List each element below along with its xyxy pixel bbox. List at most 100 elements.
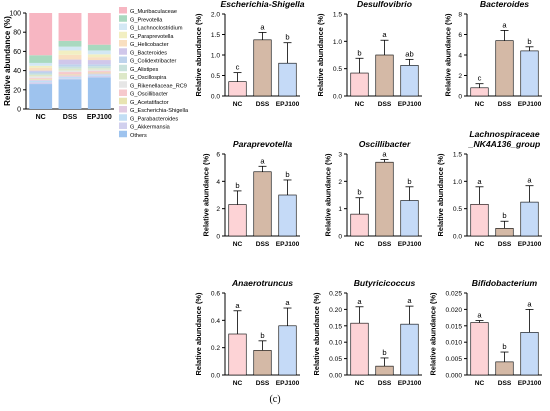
x-tick-label: NC — [36, 114, 46, 121]
y-tick-label: 20 — [13, 87, 21, 94]
bar — [400, 200, 419, 237]
legend-swatch — [119, 130, 127, 138]
x-tick-label: EPJ100 — [87, 114, 112, 121]
y-tick-label: 0.2 — [211, 345, 220, 352]
y-tick-label: 100 — [9, 11, 21, 18]
significance-letter: b — [285, 33, 289, 42]
stack-segment — [29, 62, 53, 66]
x-tick-label: DSS — [378, 380, 392, 387]
y-tick-label: 2 — [216, 206, 220, 213]
x-tick-label: EPJ100 — [276, 380, 300, 387]
stack-segment — [29, 80, 53, 83]
figure-label: (c) — [269, 394, 281, 405]
y-axis-title: Relative abundance (%) — [323, 153, 332, 236]
chart-title: Bacteroides — [480, 0, 529, 9]
y-tick-label: 0.20 — [329, 307, 342, 314]
stack-segment — [29, 67, 53, 71]
significance-letter: a — [527, 176, 532, 185]
stack-segment — [58, 78, 82, 80]
bar — [520, 201, 539, 237]
stack-segment — [87, 44, 111, 51]
x-tick-label: EPJ100 — [518, 380, 542, 387]
significance-letter: a — [357, 297, 362, 306]
stack-segment — [58, 79, 82, 109]
x-tick-label: EPJ100 — [398, 380, 422, 387]
x-tick-label: DSS — [256, 380, 270, 387]
chart-title: Desulfovibrio — [357, 0, 412, 9]
significance-letter: a — [382, 30, 387, 39]
legend-swatch — [119, 73, 127, 80]
bar — [350, 72, 369, 97]
bar-chart: Bacteroides 0 2 4 6 8 Relative abundance (%) c N… — [443, 0, 542, 108]
bar-chart: Anaerotruncus 0.0 0.2 0.4 0.6 Relative abunda… — [194, 278, 300, 387]
legend-label: G_Oscillibacter — [130, 92, 168, 98]
bar — [278, 325, 297, 376]
stack-segment — [58, 75, 82, 77]
y-tick-label: 0.000 — [445, 373, 462, 380]
chart-title: Oscillibacter — [359, 139, 411, 149]
legend-swatch — [119, 81, 127, 88]
stack-segment — [87, 73, 111, 75]
stack-segment — [87, 72, 111, 74]
significance-letter: b — [285, 170, 289, 179]
legend-swatch — [119, 48, 127, 55]
significance-letter: a — [477, 177, 482, 186]
y-tick-label: 0.010 — [445, 340, 462, 347]
stack-segment — [58, 40, 82, 47]
stack-segment — [58, 64, 82, 67]
y-tick-label: 0.0 — [211, 373, 220, 380]
stack-segment — [58, 66, 82, 69]
y-tick-label: 0.0 — [333, 94, 342, 101]
legend-swatch — [119, 97, 127, 105]
bar — [253, 350, 272, 376]
significance-letter: b — [502, 211, 506, 220]
bar-chart: Paraprevotella 0 2 4 6 Relative abundance (%)… — [201, 139, 300, 248]
stack-segment — [58, 54, 82, 60]
bar — [495, 361, 514, 376]
y-tick-label: 1.5 — [453, 152, 462, 159]
stack-segment — [87, 60, 111, 65]
y-tick-label: 80 — [13, 30, 21, 37]
stack-segment — [87, 64, 111, 67]
y-tick-label: 4 — [216, 179, 220, 186]
x-tick-label: DSS — [256, 101, 270, 108]
stack-segment — [87, 74, 111, 76]
x-tick-label: DSS — [378, 101, 392, 108]
legend-label: Others — [130, 133, 147, 139]
y-tick-label: 0.15 — [329, 323, 342, 330]
stack-segment — [58, 76, 82, 79]
x-tick-label: NC — [355, 380, 365, 387]
y-axis-title: Relative abundance (%) — [201, 153, 210, 236]
y-tick-label: 4 — [458, 53, 462, 60]
x-tick-label: NC — [233, 380, 243, 387]
bar — [228, 333, 247, 376]
legend-swatch — [119, 114, 127, 121]
y-tick-label: 0.5 — [453, 206, 462, 213]
stack-segment — [58, 59, 82, 65]
y-tick-label: 1.5 — [211, 32, 220, 39]
x-tick-label: NC — [355, 101, 365, 108]
chart-title: Paraprevotella — [233, 139, 292, 149]
significance-letter: ab — [405, 49, 413, 58]
y-tick-label: 0.10 — [329, 340, 342, 347]
bar-chart: Bifidobacterium 0.000 0.005 0.010 0.015 0.020… — [429, 278, 542, 387]
legend-label: G_Parabacteroides — [130, 116, 178, 122]
y-tick-label: 1.5 — [333, 12, 342, 19]
bar — [228, 81, 247, 97]
y-tick-label: 0.4 — [211, 318, 220, 325]
bar — [228, 204, 247, 237]
stack-segment — [87, 71, 111, 73]
legend-swatch — [119, 31, 127, 39]
significance-letter: a — [260, 156, 265, 165]
significance-letter: b — [357, 48, 361, 57]
bar — [375, 365, 394, 376]
x-tick-label: DSS — [378, 241, 392, 248]
y-tick-label: 0.025 — [445, 291, 462, 298]
stack-segment — [58, 13, 82, 41]
y-tick-label: 1.0 — [211, 53, 220, 60]
y-tick-label: 0.00 — [329, 373, 342, 380]
y-tick-label: 0.015 — [445, 323, 462, 330]
significance-letter: a — [527, 299, 532, 308]
legend-label: G_Lachnoclostridium — [130, 26, 183, 32]
